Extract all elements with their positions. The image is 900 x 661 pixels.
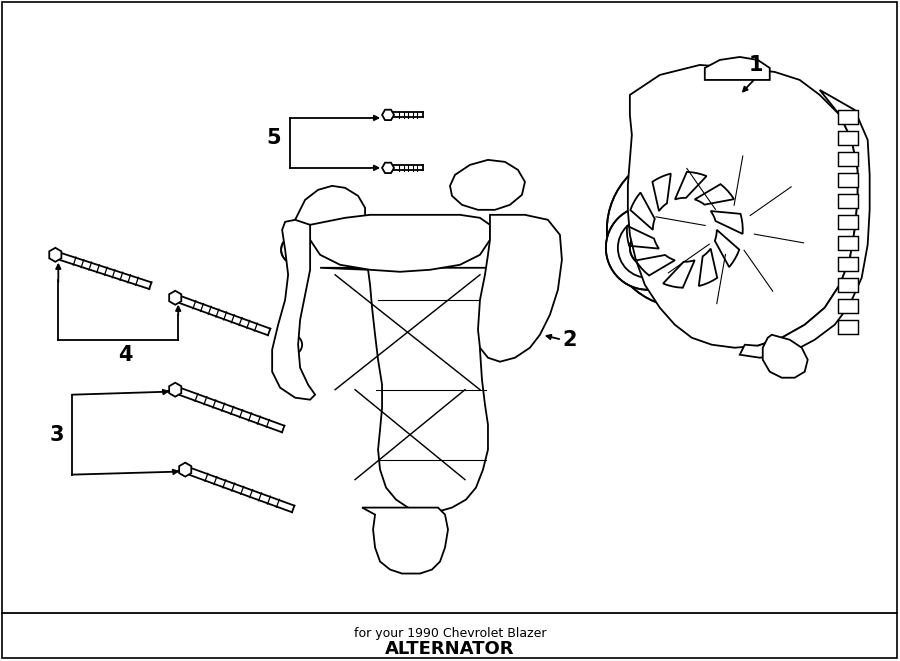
Circle shape — [316, 195, 344, 223]
Text: 4: 4 — [118, 345, 132, 365]
FancyBboxPatch shape — [838, 152, 858, 166]
Text: 3: 3 — [50, 424, 64, 445]
Text: for your 1990 Chevrolet Blazer: for your 1990 Chevrolet Blazer — [354, 627, 546, 640]
Text: 1: 1 — [749, 55, 763, 75]
FancyBboxPatch shape — [838, 131, 858, 145]
Circle shape — [385, 165, 392, 171]
Polygon shape — [478, 215, 562, 362]
FancyBboxPatch shape — [838, 215, 858, 229]
Text: 5: 5 — [266, 128, 282, 148]
Circle shape — [385, 230, 415, 260]
Circle shape — [51, 251, 59, 259]
Circle shape — [607, 152, 762, 308]
Polygon shape — [272, 220, 315, 400]
Polygon shape — [382, 110, 394, 120]
Polygon shape — [179, 463, 192, 477]
Polygon shape — [50, 248, 61, 262]
Circle shape — [171, 385, 179, 394]
Circle shape — [630, 230, 666, 266]
Text: 2: 2 — [562, 330, 577, 350]
FancyBboxPatch shape — [838, 299, 858, 313]
FancyBboxPatch shape — [838, 256, 858, 271]
FancyBboxPatch shape — [838, 320, 858, 334]
Circle shape — [386, 531, 414, 559]
Circle shape — [476, 174, 504, 202]
Polygon shape — [310, 215, 490, 272]
Circle shape — [606, 206, 689, 290]
Polygon shape — [450, 160, 525, 210]
FancyBboxPatch shape — [838, 173, 858, 187]
FancyBboxPatch shape — [838, 110, 858, 124]
Polygon shape — [762, 334, 807, 377]
Polygon shape — [705, 57, 770, 80]
FancyBboxPatch shape — [838, 194, 858, 208]
Polygon shape — [382, 163, 394, 173]
Circle shape — [385, 112, 392, 118]
Polygon shape — [169, 291, 181, 305]
FancyBboxPatch shape — [838, 236, 858, 250]
Polygon shape — [740, 90, 869, 358]
Polygon shape — [169, 383, 181, 397]
Circle shape — [171, 293, 179, 302]
Circle shape — [281, 236, 309, 264]
Polygon shape — [628, 65, 858, 348]
Circle shape — [644, 245, 651, 251]
Polygon shape — [295, 186, 365, 232]
Text: ALTERNATOR: ALTERNATOR — [385, 641, 515, 658]
Circle shape — [181, 465, 189, 474]
FancyBboxPatch shape — [838, 278, 858, 292]
Polygon shape — [320, 268, 490, 512]
Polygon shape — [362, 508, 448, 574]
